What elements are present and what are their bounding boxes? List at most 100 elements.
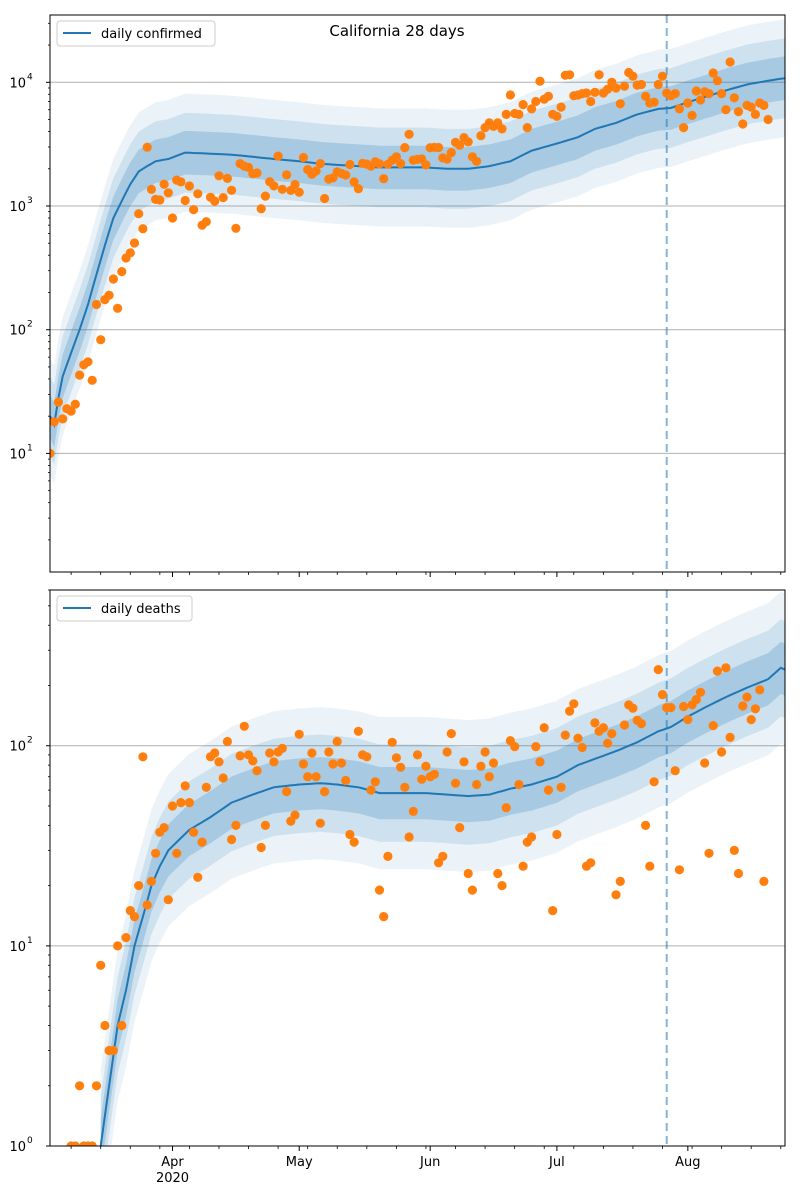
observed-point xyxy=(653,79,663,90)
x-year-label: 2020 xyxy=(156,1171,189,1186)
observed-point xyxy=(518,100,528,110)
y-tick-exponent: 3 xyxy=(27,196,33,206)
observed-point xyxy=(50,448,55,458)
observed-point xyxy=(560,730,570,740)
observed-point xyxy=(497,881,507,891)
observed-point xyxy=(282,170,292,180)
observed-point xyxy=(691,695,701,705)
x-tick-label: Aug xyxy=(675,1155,700,1170)
observed-point xyxy=(746,102,756,112)
legend-label-confirmed: daily confirmed xyxy=(101,27,202,42)
observed-point xyxy=(577,742,587,753)
observed-point xyxy=(108,1045,118,1056)
observed-point xyxy=(366,785,376,795)
legend-label-deaths: daily deaths xyxy=(101,602,181,617)
observed-point xyxy=(446,729,456,739)
observed-point xyxy=(552,829,562,840)
observed-point xyxy=(535,76,545,86)
observed-point xyxy=(75,370,85,380)
observed-point xyxy=(527,104,537,114)
y-tick-label: 10 xyxy=(9,76,26,91)
observed-point xyxy=(649,777,659,787)
observed-point xyxy=(117,1020,127,1031)
observed-point xyxy=(210,748,220,758)
observed-point xyxy=(463,137,473,147)
uncertainty-band xyxy=(100,641,785,1146)
observed-point xyxy=(717,89,727,99)
observed-point xyxy=(695,95,706,105)
observed-point xyxy=(50,417,59,427)
observed-point xyxy=(733,868,744,879)
observed-point xyxy=(303,772,313,782)
observed-point xyxy=(298,759,308,769)
observed-point xyxy=(476,131,486,141)
observed-point xyxy=(290,810,300,820)
observed-point xyxy=(594,70,604,80)
observed-point xyxy=(548,906,558,916)
observed-point xyxy=(294,187,304,197)
observed-point xyxy=(159,179,169,189)
observed-point xyxy=(83,357,93,367)
observed-point xyxy=(742,692,752,702)
observed-point xyxy=(472,156,482,166)
observed-point xyxy=(96,960,106,970)
observed-point xyxy=(189,827,199,837)
observed-point xyxy=(400,143,410,153)
observed-point xyxy=(446,148,456,158)
observed-point xyxy=(636,719,647,729)
observed-point xyxy=(353,726,363,736)
observed-point xyxy=(556,782,566,792)
observed-point xyxy=(180,195,190,206)
observed-point xyxy=(58,414,68,424)
observed-point xyxy=(657,71,668,81)
observed-point xyxy=(463,868,473,879)
observed-point xyxy=(472,779,482,790)
observed-point xyxy=(328,759,338,769)
observed-point xyxy=(260,820,270,831)
observed-point xyxy=(184,798,194,808)
observed-point xyxy=(307,748,317,758)
observed-point xyxy=(324,747,334,757)
observed-point xyxy=(387,737,397,747)
observed-point xyxy=(252,168,262,178)
chart-title: California 28 days xyxy=(329,22,464,40)
observed-point xyxy=(484,772,494,782)
y-tick-label: 10 xyxy=(9,447,26,462)
observed-point xyxy=(674,104,685,114)
observed-point xyxy=(755,685,765,695)
observed-point xyxy=(543,785,554,795)
observed-point xyxy=(712,76,723,86)
observed-point xyxy=(345,829,355,840)
observed-point xyxy=(421,761,431,771)
uncertainty-band xyxy=(50,19,785,484)
observed-point xyxy=(70,399,80,409)
observed-point xyxy=(315,159,325,169)
y-tick-exponent: 1 xyxy=(27,443,33,453)
observed-point xyxy=(704,848,714,858)
observed-point xyxy=(573,733,583,743)
y-tick-label: 10 xyxy=(9,200,26,215)
observed-point xyxy=(674,865,685,875)
uncertainty-bands-confirmed xyxy=(50,19,785,484)
observed-point xyxy=(100,1020,110,1031)
observed-point xyxy=(417,774,427,784)
observed-point xyxy=(349,177,359,187)
observed-point xyxy=(628,703,638,713)
observed-point xyxy=(113,303,123,313)
y-grid-confirmed xyxy=(50,81,785,454)
observed-point xyxy=(712,666,723,676)
observed-point xyxy=(404,129,414,139)
observed-point xyxy=(657,690,668,700)
observed-point xyxy=(184,181,194,191)
median-line-deaths xyxy=(99,666,785,1146)
observed-point xyxy=(176,177,186,187)
observed-point xyxy=(691,86,701,96)
axes-frame-confirmed xyxy=(49,14,786,573)
observed-point xyxy=(636,79,647,90)
observed-point xyxy=(412,750,423,760)
legend-deaths: daily deaths xyxy=(56,595,193,622)
observed-point xyxy=(641,91,651,101)
observed-point xyxy=(505,90,515,100)
